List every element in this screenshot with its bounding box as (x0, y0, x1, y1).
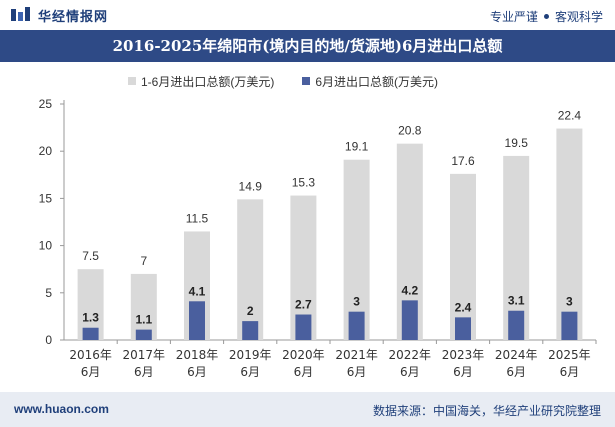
bar-series-2 (135, 329, 152, 340)
legend-label-series-2: 6月进出口总额(万美元) (315, 74, 439, 89)
legend-item-series-2: 6月进出口总额(万美元) (302, 73, 438, 90)
data-label-series-2: 3 (566, 295, 573, 309)
x-tick-label-year: 2018年 (176, 348, 219, 362)
data-label-series-1: 20.8 (398, 124, 422, 138)
x-tick-label-month: 6月 (294, 365, 314, 379)
bar-series-2 (348, 311, 365, 340)
y-tick-label: 0 (45, 333, 52, 347)
x-tick-label-year: 2024年 (495, 348, 538, 362)
bar-series-2 (561, 311, 578, 340)
logo-icon (11, 7, 30, 21)
x-tick-label-year: 2022年 (389, 348, 432, 362)
legend-label-series-1: 1-6月进出口总额(万美元) (141, 74, 275, 89)
x-tick-label-year: 2023年 (442, 348, 485, 362)
bar-series-2 (242, 321, 259, 340)
bar-series-2 (189, 301, 205, 340)
chart-title: 2016-2025年绵阳市(境内目的地/货源地)6月进出口总额 (112, 37, 503, 55)
data-label-series-1: 14.9 (239, 179, 263, 193)
footer: www.huaon.com 数据来源：中国海关，华经产业研究院整理 (0, 392, 615, 427)
data-label-series-2: 1.1 (135, 313, 152, 327)
legend-item-series-1: 1-6月进出口总额(万美元) (128, 73, 274, 90)
bar-series-1 (343, 159, 370, 340)
bar-series-1 (503, 155, 530, 340)
data-label-series-1: 22.4 (558, 109, 582, 123)
data-label-series-2: 2.7 (295, 298, 312, 312)
bar-series-1 (237, 199, 264, 340)
x-tick-label-month: 6月 (453, 365, 473, 379)
data-label-series-1: 19.1 (345, 140, 369, 154)
x-tick-label-month: 6月 (560, 365, 580, 379)
tagline: 专业严谨 客观科学 (490, 8, 603, 25)
x-tick-label-month: 6月 (81, 365, 101, 379)
footer-url[interactable]: www.huaon.com (14, 402, 109, 416)
x-tick-label-month: 6月 (400, 365, 420, 379)
bar-series-2 (82, 327, 99, 340)
data-label-series-1: 17.6 (451, 154, 475, 168)
bar-series-2 (401, 300, 418, 340)
data-label-series-2: 3.1 (508, 294, 525, 308)
x-tick-label-year: 2017年 (123, 348, 166, 362)
data-label-series-2: 4.1 (189, 284, 206, 298)
bullet-dot-icon (543, 14, 549, 19)
data-label-series-1: 7 (140, 254, 147, 268)
legend-swatch-series-2 (302, 77, 311, 85)
tagline-right: 客观科学 (554, 10, 603, 24)
data-label-series-2: 4.2 (401, 283, 418, 297)
chart-legend: 1-6月进出口总额(万美元) 6月进出口总额(万美元) (128, 73, 438, 89)
bar-series-2 (508, 310, 525, 340)
x-tick-label-month: 6月 (187, 365, 207, 379)
data-label-series-1: 7.5 (82, 249, 99, 263)
x-tick-label-year: 2025年 (548, 348, 591, 362)
bar-series-1 (130, 273, 157, 340)
x-tick-label-year: 2019年 (229, 348, 272, 362)
data-label-series-1: 15.3 (292, 176, 316, 190)
bar-series-1 (556, 128, 583, 340)
bar-series-2 (295, 314, 312, 340)
title-bar: 2016-2025年绵阳市(境内目的地/货源地)6月进出口总额 (0, 30, 615, 62)
y-tick-label: 5 (45, 286, 52, 300)
top-bar: 华经情报网 专业严谨 客观科学 (0, 0, 615, 30)
data-label-series-2: 2.4 (455, 300, 472, 314)
bar-series-2 (455, 317, 471, 340)
y-tick-label: 20 (39, 144, 53, 158)
logo: 华经情报网 (10, 6, 108, 24)
x-tick-label-year: 2021年 (335, 348, 378, 362)
x-tick-label-year: 2020年 (282, 348, 325, 362)
x-tick-label-month: 6月 (240, 365, 260, 379)
x-tick-label-month: 6月 (506, 365, 526, 379)
data-label-series-2: 3 (353, 295, 360, 309)
data-label-series-1: 11.5 (186, 211, 209, 225)
bar-chart: 0 5 10 15 20 25 7.5 1.3 2016年 6月 7 1.1 2017年 6月 11.5 4.… (39, 97, 597, 379)
data-label-series-1: 19.5 (505, 136, 529, 150)
x-tick-label-year: 2016年 (69, 348, 112, 362)
bar-series-1 (450, 173, 476, 340)
y-tick-label: 15 (39, 191, 53, 205)
y-tick-label: 25 (39, 97, 53, 111)
data-label-series-2: 1.3 (82, 311, 99, 325)
logo-text: 华经情报网 (38, 8, 109, 24)
footer-source: 数据来源：中国海关，华经产业研究院整理 (372, 404, 601, 418)
y-tick-label: 10 (39, 239, 53, 253)
legend-swatch-series-1 (128, 77, 136, 85)
x-tick-label-month: 6月 (347, 365, 367, 379)
tagline-left: 专业严谨 (489, 10, 538, 24)
x-tick-label-month: 6月 (134, 365, 154, 379)
data-label-series-2: 2 (247, 304, 254, 318)
